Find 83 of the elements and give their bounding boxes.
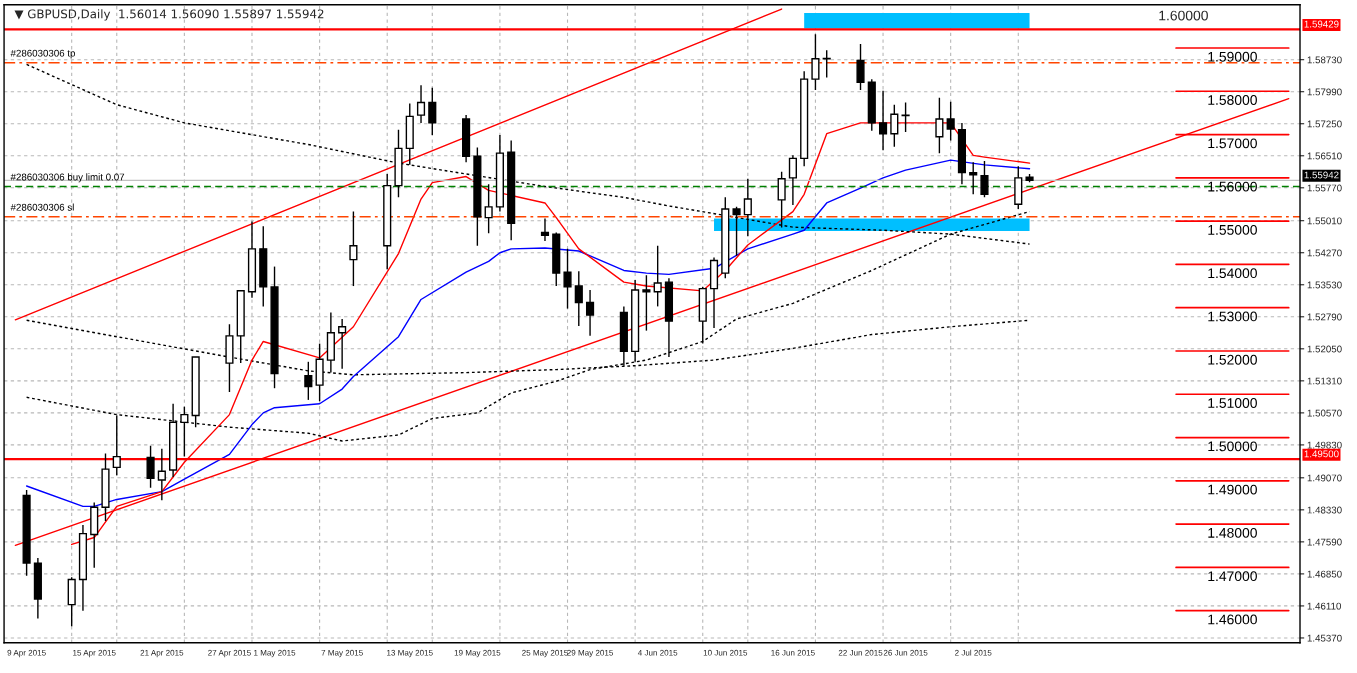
x-tick-label: 10 Jun 2015 — [703, 649, 748, 656]
ref-line-label: #286030306 buy limit 0.07 — [10, 173, 125, 183]
annotation: 1.60000 — [1159, 10, 1208, 21]
candlestick — [811, 33, 820, 91]
y-tick-label: 1.57250 — [1307, 120, 1342, 128]
x-tick-label: 21 Apr 2015 — [140, 649, 184, 658]
x-tick-label: 13 May 2015 — [387, 649, 433, 658]
y-tick-label: 1.49830 — [1307, 441, 1342, 449]
x-tick-label: 15 Apr 2015 — [73, 649, 116, 658]
ref-line-label: 1.55942 — [1304, 171, 1339, 179]
x-tick-label: 16 Jun 2015 — [771, 649, 815, 656]
x-tick-label: 27 Apr 2015 — [208, 649, 251, 658]
series-label: 1.57000 — [1208, 138, 1257, 149]
x-tick-label: 29 May 2015 — [567, 649, 614, 658]
candlestick — [574, 270, 583, 327]
y-tick-label: 1.53530 — [1307, 281, 1342, 289]
x-tick-label: 26 Jun 2015 — [883, 649, 928, 656]
y-tick-label: 1.51310 — [1307, 377, 1342, 385]
candlestick — [180, 406, 189, 458]
candlestick — [901, 101, 910, 133]
x-tick-label: 19 May 2015 — [454, 649, 501, 658]
candlestick — [349, 210, 358, 287]
candlestick — [157, 448, 166, 502]
series-label: 1.53000 — [1208, 311, 1257, 322]
x-tick-label: 4 Jun 2015 — [637, 649, 678, 656]
y-tick-label: 1.49070 — [1307, 474, 1342, 482]
x-tick-label: 1 May 2015 — [254, 649, 296, 658]
candlestick — [890, 104, 899, 148]
y-tick-label: 1.52790 — [1307, 313, 1342, 321]
y-tick-label: 1.57990 — [1307, 88, 1342, 96]
candlestick — [540, 217, 550, 242]
y-tick-label: 1.47590 — [1307, 538, 1342, 546]
series-label: 1.48000 — [1208, 527, 1257, 538]
ref-line-label: #286030306 sl — [10, 203, 74, 211]
y-tick-label: 1.58730 — [1307, 56, 1342, 64]
series-label: 1.55000 — [1208, 224, 1257, 235]
candlestick — [980, 160, 989, 199]
y-tick-label: 1.52050 — [1307, 345, 1342, 353]
series-label: 1.54000 — [1208, 268, 1257, 279]
candlestick — [338, 318, 347, 370]
y-tick-label: 1.46110 — [1307, 602, 1341, 610]
ref-line-label: 1.49500 — [1304, 450, 1339, 458]
candlestick — [856, 43, 865, 91]
ref-line-label: 1.59429 — [1304, 20, 1339, 28]
series-label: 1.51000 — [1208, 398, 1257, 408]
series-label: 1.59000 — [1208, 51, 1257, 62]
candlestick — [428, 87, 437, 136]
candlestick — [935, 97, 944, 154]
y-tick-label: 1.55010 — [1307, 217, 1342, 225]
y-tick-label: 1.45370 — [1307, 634, 1342, 642]
candlestick — [743, 178, 752, 237]
candlestick — [484, 183, 493, 234]
x-tick-label: 2 Jul 2015 — [955, 649, 992, 656]
y-tick-label: 1.46850 — [1307, 570, 1342, 578]
series-label: 1.52000 — [1208, 354, 1257, 365]
candlestick — [969, 161, 978, 195]
x-tick-label: 9 Apr 2015 — [7, 649, 46, 658]
ref-line-label: #286030306 tp — [10, 49, 76, 59]
y-tick-label: 1.55770 — [1307, 184, 1342, 192]
y-tick-label: 1.54270 — [1307, 249, 1342, 257]
y-tick-label: 1.48330 — [1307, 506, 1342, 514]
candlestick — [585, 289, 595, 337]
candlestick — [822, 49, 831, 79]
candlestick — [878, 90, 888, 151]
candlestick — [777, 171, 786, 229]
series-label: 1.49000 — [1208, 484, 1257, 495]
x-tick-label: 22 Jun 2015 — [838, 649, 883, 656]
candlestick — [788, 154, 797, 206]
candlestick — [642, 274, 651, 332]
candlestick — [653, 245, 662, 308]
candlestick — [946, 100, 955, 142]
candlestick — [146, 445, 155, 489]
series-label: 1.50000 — [1208, 441, 1257, 452]
candlestick — [416, 84, 426, 124]
x-tick-label: 7 May 2015 — [321, 649, 363, 658]
series-label: 1.47000 — [1208, 571, 1257, 582]
candlestick — [563, 248, 572, 310]
series-label: 1.46000 — [1208, 614, 1257, 625]
x-tick-label: 25 May 2015 — [522, 649, 568, 658]
y-tick-label: 1.56510 — [1307, 152, 1342, 160]
chart-title: ▼ GBPUSD,Daily 1.56014 1.56090 1.55897 1.55942 — [14, 9, 324, 21]
y-tick-label: 1.50570 — [1307, 409, 1342, 417]
series-label: 1.58000 — [1208, 95, 1257, 105]
